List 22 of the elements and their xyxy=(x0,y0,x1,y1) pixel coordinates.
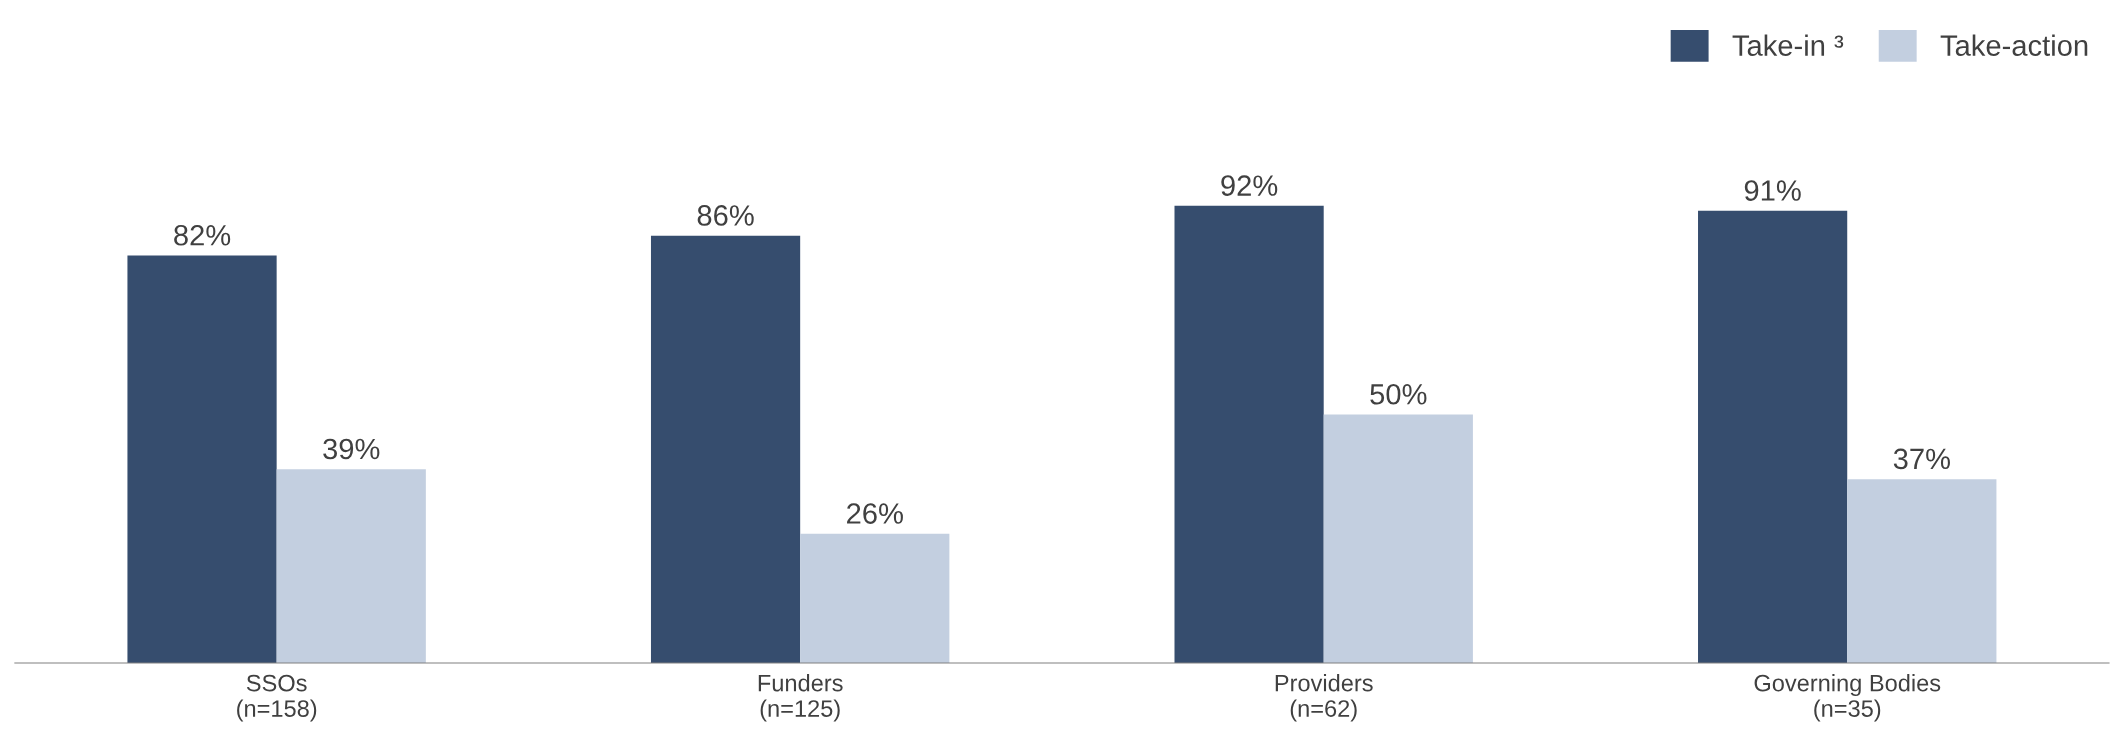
bar xyxy=(1698,210,1848,663)
x-tick-label: Governing Bodies (n=35) xyxy=(1754,674,1941,722)
bar xyxy=(1323,414,1473,663)
bar xyxy=(1174,205,1324,663)
x-tick-label: Providers (n=62) xyxy=(1275,674,1373,722)
data-label: 82% xyxy=(174,224,231,246)
bar xyxy=(127,255,277,663)
data-label: 39% xyxy=(323,438,380,460)
legend-label: Take-action xyxy=(1940,34,2088,56)
data-label: 37% xyxy=(1893,448,1950,470)
x-tick-label: Funders (n=125) xyxy=(758,674,843,722)
bar xyxy=(276,469,426,663)
data-label: 86% xyxy=(697,205,754,226)
bar xyxy=(1847,479,1997,663)
data-label: 50% xyxy=(1370,383,1427,405)
x-tick-label: SSOs (n=158) xyxy=(237,674,317,722)
data-label: 26% xyxy=(847,503,903,524)
data-label: 92% xyxy=(1221,175,1278,196)
data-label: 91% xyxy=(1744,180,1801,201)
bar xyxy=(650,235,801,663)
bar xyxy=(800,533,950,663)
legend-label: Take-in ³ xyxy=(1732,34,1844,56)
